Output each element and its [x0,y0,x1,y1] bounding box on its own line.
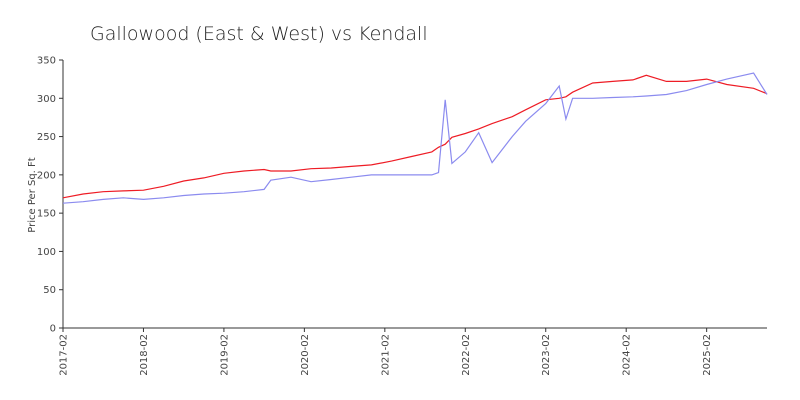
series-line [62,74,768,199]
y-tick-label: 50 [43,285,56,296]
x-tick-label: 2018-02 [139,334,150,376]
y-tick-label: 350 [37,56,56,67]
x-tick-label: 2022-02 [461,334,472,376]
x-tick-label: 2023-02 [541,334,552,376]
series-line [62,72,768,204]
y-tick-label: 100 [37,247,56,258]
chart-title: Gallowood (East & West) vs Kendall [90,23,428,45]
x-tick-label: 2024-02 [622,334,633,376]
y-tick-label: 0 [50,324,56,335]
y-axis-label: Price Per Sq. Ft [27,157,38,232]
y-tick-label: 150 [37,209,56,220]
x-tick-label: 2017-02 [59,334,70,376]
y-tick-label: 200 [37,170,56,181]
y-tick-label: 250 [37,132,56,143]
y-tick-label: 300 [37,94,56,105]
x-tick-label: 2025-02 [702,334,713,376]
x-tick-label: 2021-02 [380,334,391,376]
x-tick-label: 2020-02 [300,334,311,376]
x-tick-label: 2019-02 [219,334,230,376]
